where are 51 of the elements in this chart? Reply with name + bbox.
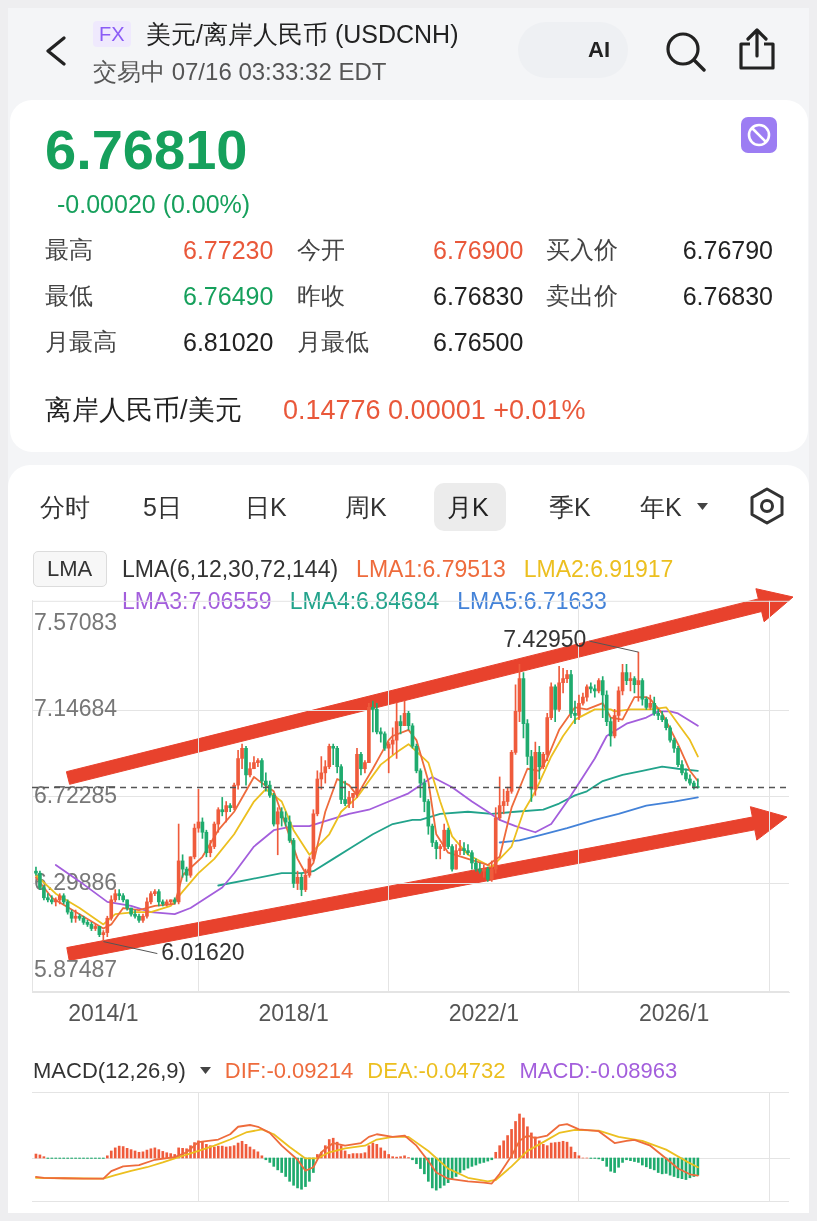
annotation: 6.01620: [161, 938, 245, 965]
text: LMA: [47, 556, 93, 581]
series-label: MACD:-0.08963: [519, 1058, 678, 1083]
annotation: 7.42950: [503, 626, 587, 653]
text: 买入价: [546, 236, 618, 263]
text: 0.14776 0.00001 +0.01%: [283, 394, 586, 425]
text: 6.76490: [183, 281, 274, 310]
text: 日K: [245, 492, 287, 521]
text: 6.76830: [682, 281, 773, 310]
text: LMA5:6.71633: [457, 587, 607, 614]
text: 离岸人民币/美元: [45, 394, 242, 425]
text: 6.81020: [183, 327, 274, 356]
legend-title: LMA(6,12,30,72,144): [122, 555, 339, 582]
x-tick-label: 2026/1: [638, 1000, 710, 1027]
text: 最低: [45, 282, 93, 309]
text: 今开: [297, 236, 345, 263]
text: 6.76500: [433, 327, 524, 356]
text: 卖出价: [546, 282, 618, 309]
legend-title: MACD(12,26,9): [33, 1058, 186, 1083]
y-tick-label: 7.14684: [34, 695, 118, 722]
text: -0.00020 (0.00%): [57, 189, 251, 218]
text: 5日: [143, 492, 182, 521]
text: 最高: [45, 236, 93, 263]
text: 6.76790: [682, 235, 773, 264]
text: 月最高: [45, 328, 117, 355]
text: 季K: [549, 492, 591, 521]
text: 美元/离岸人民币 (USDCNH): [146, 19, 459, 48]
text: LMA1:6.79513: [356, 555, 506, 582]
text: 年K: [640, 492, 682, 521]
text: 月K: [447, 492, 489, 521]
text: 周K: [345, 492, 387, 521]
text: 交易中 07/16 03:33:32 EDT: [93, 58, 387, 85]
x-tick-label: 2018/1: [258, 1000, 329, 1027]
text: DIF:-0.09214: [224, 1058, 354, 1083]
text: 6.76830: [433, 281, 524, 310]
y-tick-label: 7.57083: [34, 608, 118, 635]
text: DEA:-0.04732: [367, 1058, 506, 1083]
x-tick-label: 2014/1: [68, 1000, 139, 1027]
text: 6.76810: [45, 118, 248, 181]
text: 月最低: [297, 328, 369, 355]
text: 6.76900: [433, 235, 524, 264]
text: LMA3:7.06559: [122, 587, 272, 614]
text: LMA2:6.91917: [523, 555, 674, 582]
text: 分时: [40, 492, 90, 521]
x-tick-label: 2022/1: [448, 1000, 519, 1027]
y-tick-label: 5.87487: [34, 955, 118, 982]
text: AI: [588, 37, 610, 62]
text: LMA4:6.84684: [289, 587, 440, 614]
text: 昨收: [297, 282, 345, 309]
text: 6.77230: [183, 235, 274, 264]
text: FX: [93, 21, 131, 47]
